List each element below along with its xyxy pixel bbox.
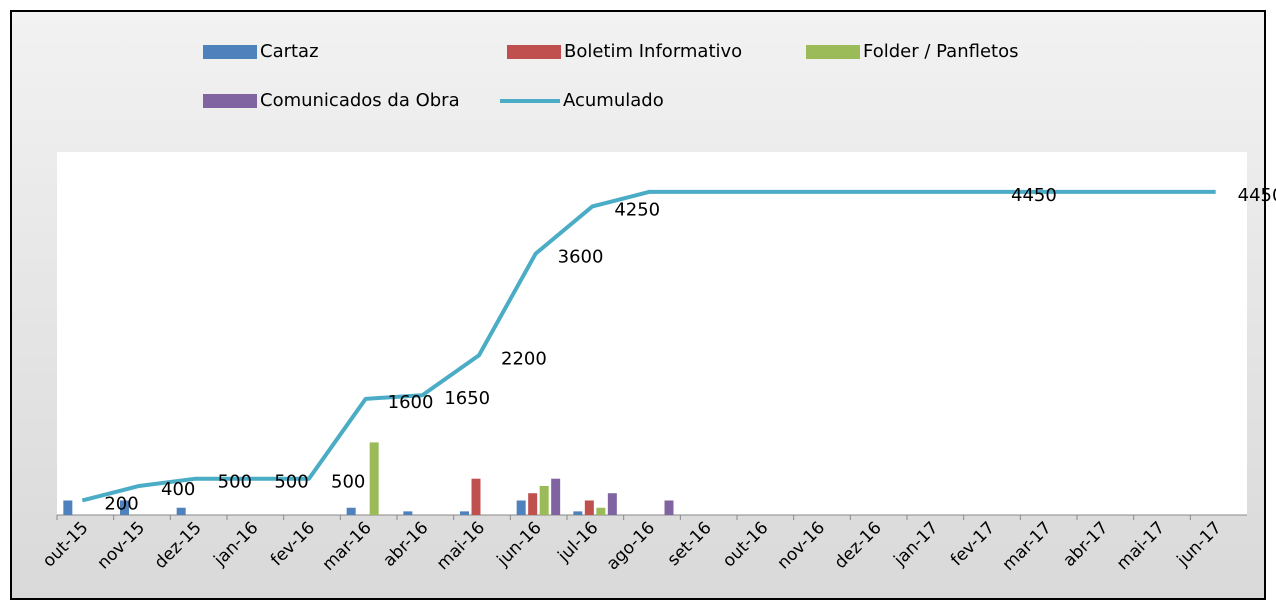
data-label: 200 bbox=[104, 493, 138, 514]
bar bbox=[120, 500, 129, 515]
data-label: 500 bbox=[218, 472, 252, 493]
bar bbox=[573, 511, 583, 515]
legend-label: Folder / Panfletos bbox=[863, 41, 1018, 62]
data-label: 4450 bbox=[1238, 185, 1276, 206]
legend-label: Comunicados da Obra bbox=[260, 90, 460, 111]
data-label: 4450 bbox=[1011, 185, 1057, 206]
bar bbox=[584, 500, 594, 515]
bar bbox=[176, 507, 186, 515]
bar bbox=[63, 500, 73, 515]
legend-label: Acumulado bbox=[563, 90, 664, 111]
bar bbox=[369, 442, 379, 515]
legend-swatch bbox=[806, 45, 860, 59]
bar bbox=[664, 500, 674, 515]
legend-label: Cartaz bbox=[260, 41, 319, 62]
bar bbox=[471, 478, 481, 515]
plot-area bbox=[57, 152, 1247, 515]
bar bbox=[596, 507, 606, 515]
data-label: 2200 bbox=[501, 348, 547, 369]
bar bbox=[551, 478, 561, 515]
data-label: 500 bbox=[274, 472, 308, 493]
data-label: 1600 bbox=[388, 392, 434, 413]
bar bbox=[403, 511, 413, 515]
bar bbox=[516, 500, 526, 515]
data-label: 4250 bbox=[614, 199, 660, 220]
data-label: 500 bbox=[331, 472, 365, 493]
legend-swatch bbox=[203, 94, 257, 108]
legend-label: Boletim Informativo bbox=[564, 41, 742, 62]
line bbox=[81, 189, 1216, 503]
data-label: 1650 bbox=[444, 388, 490, 409]
bar bbox=[460, 511, 469, 515]
data-label: 3600 bbox=[558, 247, 604, 268]
bar bbox=[607, 493, 617, 515]
legend-swatch bbox=[203, 45, 257, 59]
bar bbox=[346, 507, 356, 515]
legend-swatch bbox=[507, 45, 561, 59]
data-label: 400 bbox=[161, 479, 195, 500]
bar bbox=[528, 493, 538, 515]
bar bbox=[539, 485, 549, 515]
